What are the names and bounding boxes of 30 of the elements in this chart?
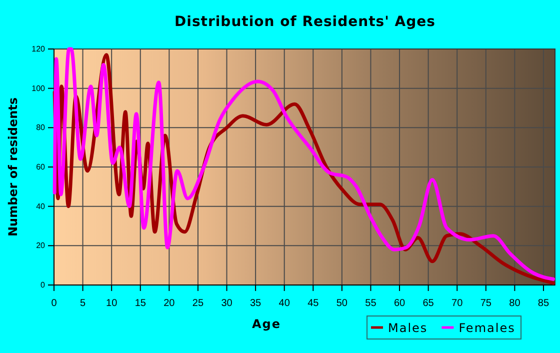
legend-label: Males: [388, 321, 428, 335]
x-tick-label: 65: [422, 298, 434, 309]
x-tick-label: 15: [134, 298, 146, 309]
x-tick-label: 40: [278, 298, 290, 309]
x-tick-label: 25: [192, 298, 204, 309]
y-tick-label: 40: [36, 202, 46, 211]
x-tick-label: 30: [221, 298, 233, 309]
x-tick-label: 55: [365, 298, 377, 309]
x-tick-label: 45: [308, 298, 320, 309]
y-tick-label: 0: [40, 280, 46, 290]
x-tick-label: 70: [452, 298, 464, 309]
y-tick-label: 100: [32, 84, 46, 93]
x-tick-label: 50: [336, 298, 348, 309]
x-tick-label: 75: [480, 298, 492, 309]
y-tick-label: 60: [36, 162, 46, 172]
x-tick-label: 35: [250, 298, 262, 309]
x-axis-title: Age: [252, 317, 282, 331]
x-tick-label: 60: [394, 298, 406, 309]
y-axis-title: Number of residents: [6, 97, 20, 237]
y-tick-label: 80: [36, 123, 46, 132]
x-tick-label: 10: [106, 298, 118, 309]
x-tick-label: 85: [538, 298, 550, 309]
x-tick-label: 5: [80, 298, 86, 309]
x-tick-label: 20: [164, 298, 176, 309]
y-tick-label: 20: [36, 241, 46, 250]
x-tick-label: 0: [51, 298, 58, 309]
legend-label: Females: [458, 321, 516, 335]
y-tick-label: 120: [32, 44, 46, 54]
chart-title: Distribution of Residents' Ages: [174, 14, 436, 30]
x-tick-label: 80: [509, 298, 521, 309]
